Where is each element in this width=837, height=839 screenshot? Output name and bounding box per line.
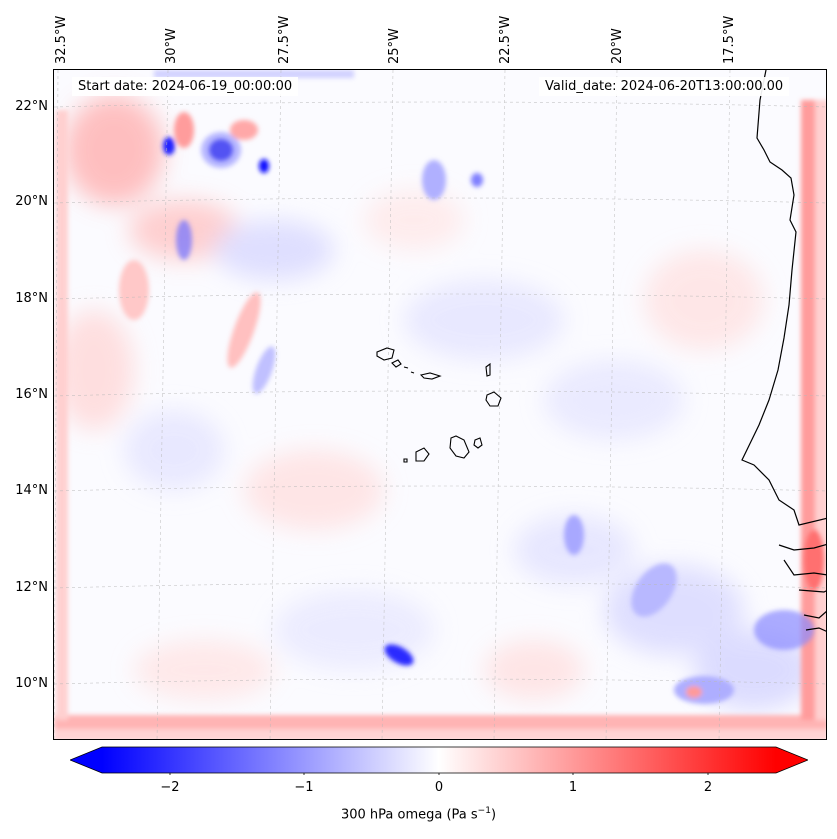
colorbar-tick-label: 1: [568, 780, 578, 795]
lon-label: 22.5°W: [498, 15, 513, 64]
lat-label: 10°N: [15, 676, 48, 691]
valid-date-label: Valid_date: 2024-06-20T13:00:00.00: [539, 77, 790, 96]
graticule: [54, 70, 826, 739]
colorbar-tick-label: −1: [294, 780, 314, 795]
colorbar-extend-right: [776, 747, 808, 773]
colorbar-label-main: 300 hPa omega (Pa s: [340, 807, 478, 823]
lon-label: 20°W: [610, 28, 625, 64]
lat-label: 22°N: [15, 99, 48, 114]
colorbar-tick-label: 2: [703, 780, 713, 795]
diffuse-field: [54, 95, 814, 710]
colorbar-tick-marks: [169, 773, 709, 775]
lon-label: 27.5°W: [277, 15, 292, 64]
coastline: [741, 70, 826, 632]
colorbar-tick-label: −2: [160, 780, 180, 795]
lon-label: 32.5°W: [54, 15, 69, 64]
map-panel: [53, 69, 827, 740]
colorbar-label-exponent: −1: [477, 806, 491, 816]
omega-field-map: [54, 70, 826, 739]
lat-label: 16°N: [15, 387, 48, 402]
colorbar: [70, 746, 808, 775]
colorbar-tick-label: 0: [434, 780, 444, 795]
cape-verde-islands: [376, 347, 502, 463]
colorbar-outline: [70, 746, 808, 774]
lon-label: 25°W: [387, 28, 402, 64]
start-date-label: Start date: 2024-06-19_00:00:00: [72, 77, 299, 96]
lon-label: 30°W: [164, 28, 179, 64]
colorbar-gradient: [102, 747, 776, 773]
lat-label: 14°N: [15, 483, 48, 498]
lat-label: 20°N: [15, 194, 48, 209]
colorbar-label-close: ): [490, 807, 497, 823]
colorbar-label: 300 hPa omega (Pa s−1): [0, 806, 837, 822]
colorbar-extend-left: [70, 747, 102, 773]
lat-label: 18°N: [15, 291, 48, 306]
convective-cells: [119, 112, 824, 704]
lat-label: 12°N: [15, 580, 48, 595]
lon-label: 17.5°W: [722, 15, 737, 64]
